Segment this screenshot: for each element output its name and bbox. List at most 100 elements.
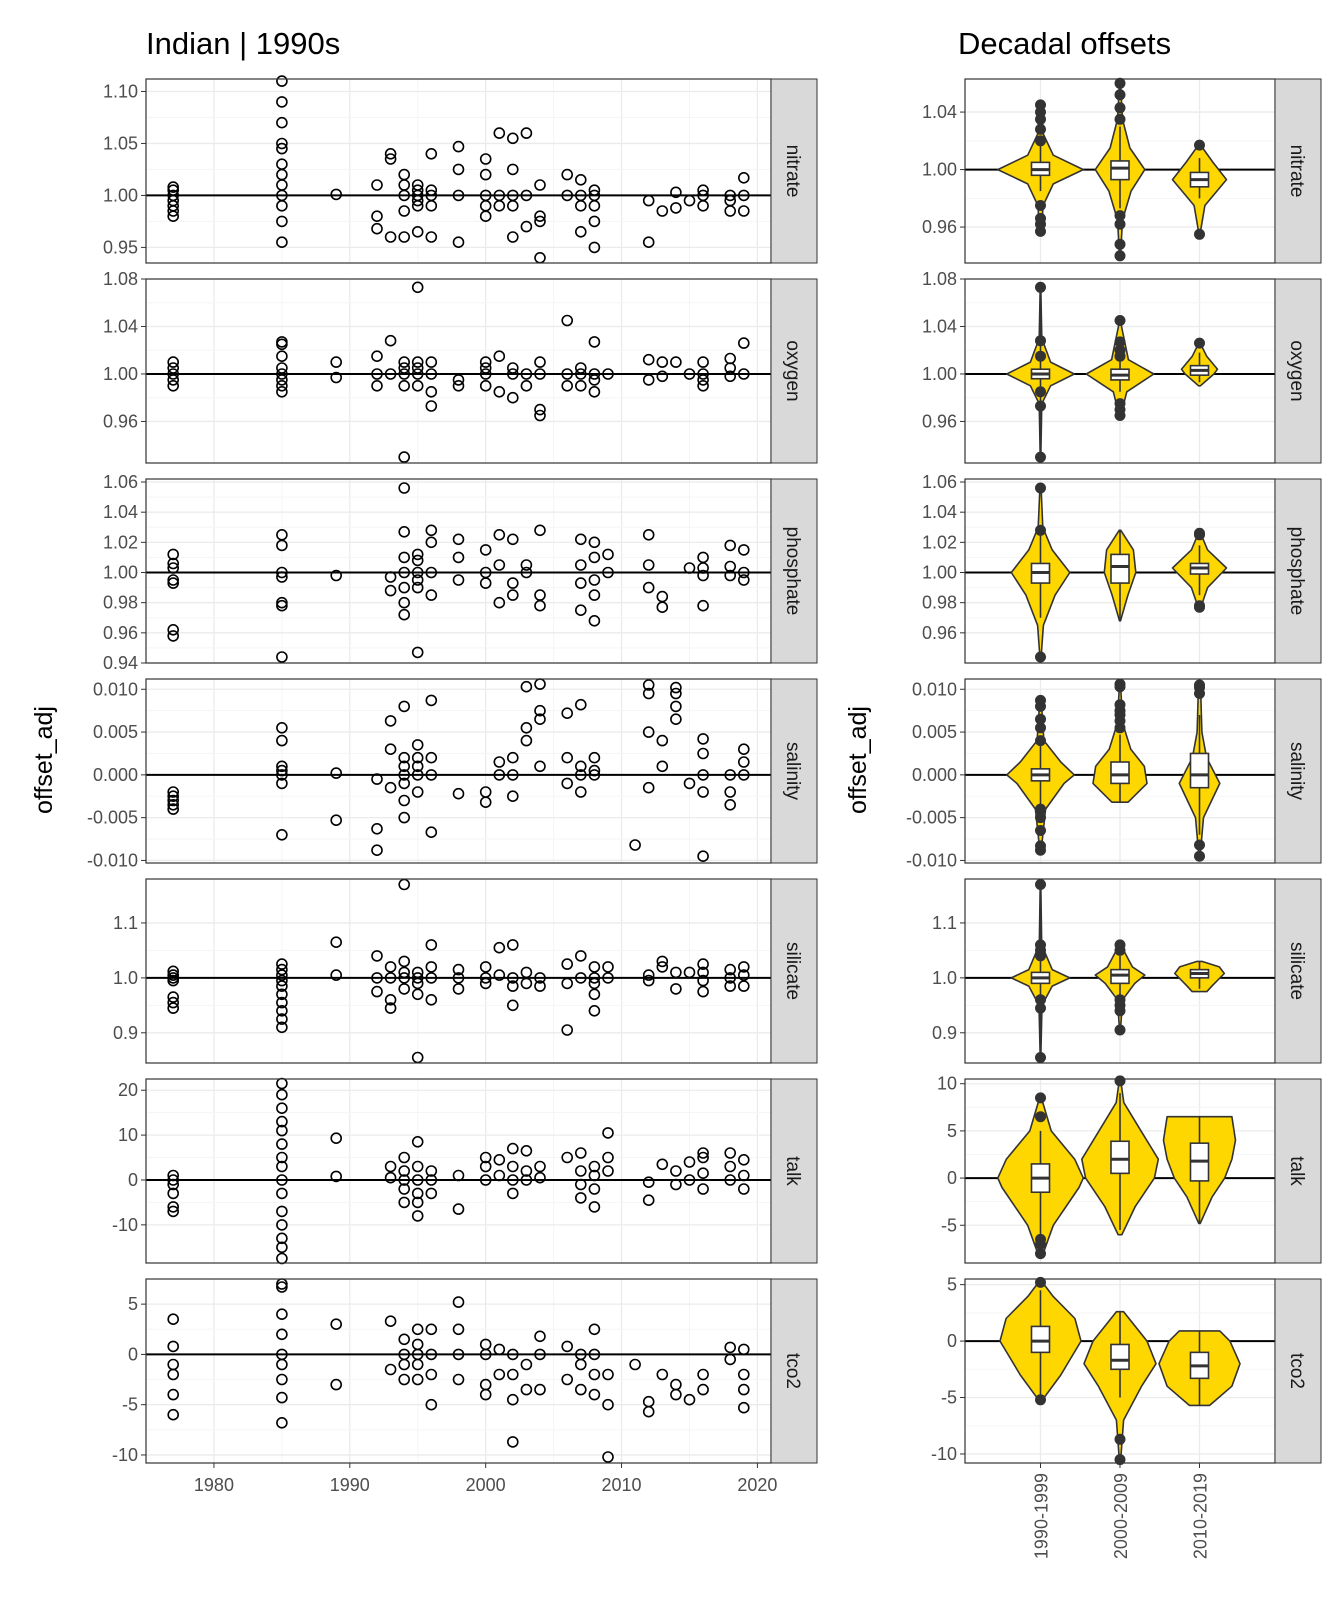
data-point — [574, 189, 587, 202]
data-point — [737, 1343, 750, 1356]
data-point — [276, 158, 288, 170]
data-point — [506, 999, 519, 1012]
data-point — [384, 1002, 397, 1014]
data-point — [602, 961, 614, 973]
data-point — [398, 1373, 411, 1386]
data-point — [398, 983, 411, 995]
data-point — [534, 356, 546, 368]
data-point — [724, 1341, 737, 1354]
data-point — [724, 189, 737, 202]
y-tick-label: 0.98 — [103, 593, 138, 613]
data-point — [602, 1398, 614, 1411]
data-point — [411, 1136, 424, 1148]
data-point — [561, 977, 574, 990]
right-y-axis-label: offset_adj — [844, 706, 872, 814]
data-point — [642, 374, 655, 386]
facet-strip-label: talk — [782, 1156, 803, 1186]
data-point — [574, 760, 587, 773]
data-point — [276, 969, 288, 981]
data-point — [737, 980, 750, 992]
data-point — [656, 590, 669, 603]
data-point — [167, 1408, 179, 1421]
data-point — [737, 172, 750, 184]
outlier-point — [1035, 524, 1046, 536]
data-point — [411, 1196, 424, 1209]
data-point — [276, 350, 288, 363]
facet-strip — [1274, 878, 1322, 1064]
y-tick-label: 1.00 — [103, 364, 138, 384]
data-point — [697, 733, 709, 745]
outlier-point — [1035, 350, 1046, 362]
data-point — [697, 850, 709, 863]
data-point — [697, 184, 709, 196]
y-tick-label: -0.010 — [87, 850, 138, 870]
y-tick-label: 5 — [128, 1294, 138, 1314]
data-point — [398, 551, 411, 564]
data-point — [398, 205, 411, 217]
outlier-point — [1035, 335, 1046, 347]
panel-background — [146, 679, 771, 863]
data-point — [697, 599, 709, 612]
outlier-point — [1035, 1394, 1046, 1406]
data-point — [737, 743, 750, 756]
y-tick-label: 0.94 — [103, 653, 138, 673]
y-tick-label: 0.005 — [912, 722, 957, 742]
data-point — [588, 764, 601, 777]
data-point — [520, 721, 533, 734]
data-point — [602, 1451, 614, 1463]
data-point — [276, 368, 288, 380]
data-point — [724, 963, 737, 976]
outlier-point — [1035, 200, 1046, 211]
data-point — [520, 566, 533, 579]
data-point — [411, 646, 424, 659]
data-point — [683, 194, 696, 207]
data-point — [330, 969, 343, 981]
scatter-panel-talk: -10 0 10 20 talk — [112, 1077, 818, 1265]
facet-strip-label: salinity — [1286, 742, 1307, 801]
data-point — [697, 569, 709, 582]
data-point — [697, 1147, 709, 1159]
data-point — [574, 559, 587, 571]
data-point — [520, 189, 533, 202]
data-point — [588, 961, 601, 973]
data-point — [479, 362, 492, 374]
data-point — [330, 767, 343, 779]
outlier-point — [1035, 1276, 1046, 1288]
data-point — [425, 400, 438, 412]
data-point — [506, 790, 519, 803]
data-point — [588, 385, 601, 398]
data-point — [561, 1024, 574, 1036]
y-tick-label: -5 — [941, 1388, 957, 1408]
outlier-point — [1194, 679, 1205, 691]
data-point — [425, 385, 438, 398]
outlier-point — [1035, 386, 1046, 398]
data-point — [588, 988, 601, 1001]
data-point — [167, 1187, 179, 1200]
data-point — [534, 210, 546, 222]
x-tick-label: 2010-2019 — [1191, 1473, 1211, 1559]
data-point — [276, 1205, 288, 1218]
data-point — [642, 974, 655, 987]
data-point — [452, 963, 465, 976]
data-point — [642, 1194, 655, 1206]
data-point — [425, 1348, 438, 1361]
data-point — [167, 379, 179, 392]
data-point — [411, 226, 424, 238]
data-point — [506, 769, 519, 781]
data-point — [479, 379, 492, 392]
data-point — [520, 1174, 533, 1186]
data-point — [384, 972, 397, 984]
data-point — [398, 1333, 411, 1346]
violin-panel-talk: -5 0 5 10 talk — [937, 1074, 1322, 1264]
data-point — [697, 985, 709, 998]
data-point — [411, 977, 424, 990]
data-point — [683, 777, 696, 790]
data-point — [561, 1373, 574, 1386]
data-point — [452, 1323, 465, 1336]
data-point — [398, 596, 411, 609]
data-point — [724, 539, 737, 552]
data-point — [452, 1373, 465, 1386]
data-point — [384, 1160, 397, 1173]
data-point — [506, 391, 519, 404]
y-tick-label: 5 — [947, 1121, 957, 1141]
